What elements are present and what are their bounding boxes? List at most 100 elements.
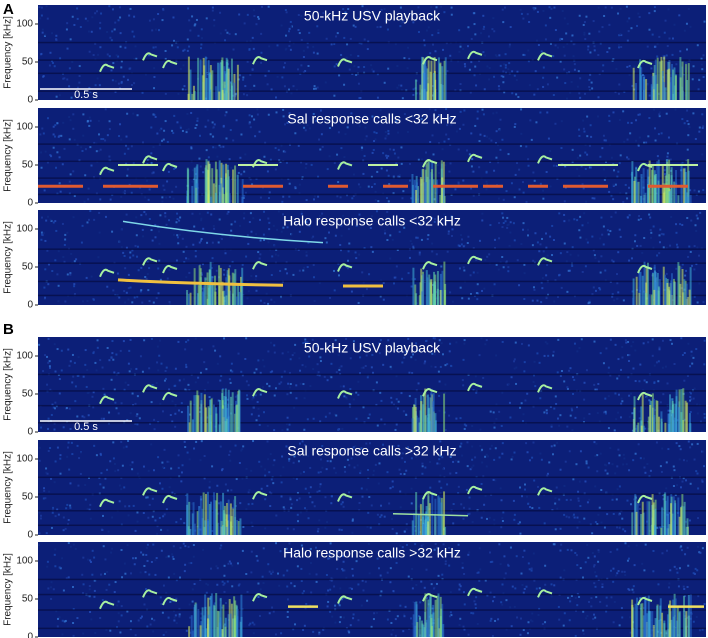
noise: [387, 339, 390, 342]
burst: [683, 279, 686, 305]
noise: [179, 126, 182, 129]
noise: [564, 460, 567, 463]
noise: [634, 452, 637, 455]
noise: [604, 463, 607, 466]
noise: [397, 84, 400, 87]
noise: [50, 155, 53, 158]
noise: [438, 458, 441, 461]
burst: [227, 169, 230, 203]
noise: [590, 135, 593, 138]
noise: [386, 239, 389, 242]
noise: [386, 618, 389, 621]
noise: [60, 134, 63, 137]
noise: [391, 216, 394, 219]
noise: [248, 221, 251, 224]
noise: [46, 472, 49, 475]
noise: [601, 586, 604, 589]
noise: [556, 371, 559, 374]
burst: [443, 60, 446, 100]
noise: [615, 498, 618, 501]
noise: [588, 85, 591, 88]
call: [637, 494, 653, 504]
noise: [148, 158, 151, 161]
noise: [654, 127, 657, 130]
burst: [684, 280, 687, 305]
burst: [663, 56, 666, 100]
noise: [533, 360, 536, 363]
noise: [685, 22, 688, 25]
burst: [225, 514, 228, 535]
noise: [221, 387, 224, 390]
burst: [679, 77, 682, 100]
noise: [639, 457, 642, 460]
noise: [229, 381, 232, 384]
noise: [154, 46, 157, 49]
noise: [184, 545, 187, 548]
noise: [312, 264, 315, 267]
noise: [563, 213, 566, 216]
noise: [539, 111, 542, 114]
noise: [625, 341, 628, 344]
noise: [373, 183, 376, 186]
noise: [171, 400, 174, 403]
noise: [340, 365, 343, 368]
noise: [618, 526, 621, 529]
y-tick-label: 50: [22, 389, 34, 400]
noise: [207, 156, 210, 159]
burst: [663, 186, 666, 203]
noise: [184, 348, 187, 351]
noise: [185, 129, 188, 132]
noise: [455, 471, 458, 474]
noise: [365, 442, 368, 445]
noise: [278, 584, 281, 587]
noise: [164, 212, 167, 215]
noise: [568, 597, 571, 600]
noise: [288, 542, 291, 545]
noise: [141, 91, 144, 94]
call: [252, 56, 268, 65]
noise: [657, 93, 660, 96]
noise: [538, 607, 541, 610]
noise: [670, 215, 673, 218]
noise: [683, 379, 686, 382]
noise: [217, 399, 220, 402]
noise: [134, 529, 137, 532]
noise: [522, 17, 525, 20]
noise: [84, 148, 87, 151]
noise: [688, 245, 691, 248]
noise: [467, 26, 470, 29]
noise: [621, 356, 624, 359]
noise: [318, 282, 321, 285]
noise: [409, 240, 412, 243]
noise: [550, 445, 553, 448]
noise: [184, 563, 187, 566]
noise: [434, 337, 437, 340]
noise: [223, 582, 226, 585]
noise: [341, 555, 344, 558]
noise: [661, 552, 664, 555]
noise: [470, 187, 473, 190]
noise: [59, 567, 62, 570]
noise: [520, 132, 523, 135]
noise: [163, 379, 166, 382]
noise: [87, 391, 90, 394]
noise: [513, 605, 516, 608]
noise: [65, 577, 68, 580]
noise: [368, 572, 371, 575]
burst: [238, 291, 241, 305]
burst: [412, 267, 415, 305]
noise: [410, 197, 413, 200]
band: [38, 143, 706, 145]
noise: [167, 576, 170, 579]
noise: [241, 477, 244, 480]
noise: [120, 228, 123, 231]
y-tick-label: 0: [27, 530, 33, 541]
noise: [659, 526, 662, 529]
noise: [47, 283, 50, 286]
noise: [230, 166, 233, 169]
noise: [251, 183, 254, 186]
burst: [669, 503, 672, 535]
noise: [250, 571, 253, 574]
noise: [57, 513, 60, 516]
